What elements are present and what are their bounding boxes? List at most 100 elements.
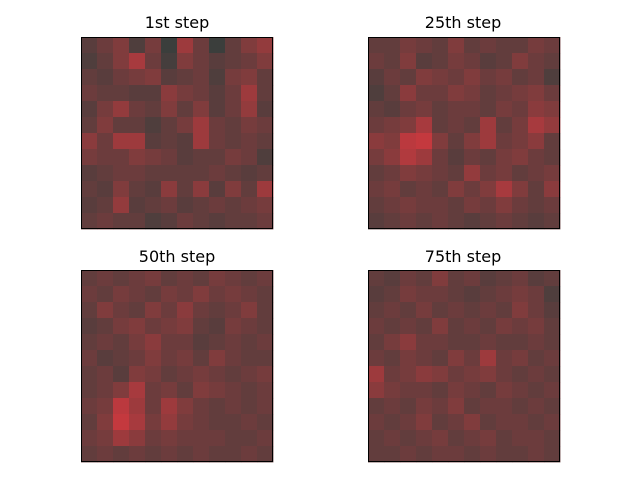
heatmap-cell bbox=[480, 133, 497, 150]
heatmap-cell bbox=[209, 318, 226, 335]
heatmap-cell bbox=[544, 350, 561, 367]
heatmap-cell bbox=[161, 270, 178, 287]
heatmap-cell bbox=[496, 350, 513, 367]
heatmap-cell bbox=[81, 270, 98, 287]
heatmap-cell bbox=[464, 446, 481, 463]
heatmap-cell bbox=[496, 165, 513, 182]
heatmap-cell bbox=[225, 101, 242, 118]
heatmap-cell bbox=[161, 69, 178, 86]
heatmap-cell bbox=[368, 334, 385, 351]
heatmap-cell bbox=[448, 302, 465, 319]
heatmap-cell bbox=[113, 85, 130, 102]
heatmap-cell bbox=[512, 37, 529, 54]
heatmap-cell bbox=[225, 165, 242, 182]
heatmap-cell bbox=[416, 430, 433, 447]
heatmap-cell bbox=[113, 165, 130, 182]
heatmap-cell bbox=[81, 133, 98, 150]
heatmap-cell bbox=[400, 318, 417, 335]
heatmap-cell bbox=[416, 302, 433, 319]
heatmap-cell bbox=[97, 366, 114, 383]
heatmap-cell bbox=[448, 181, 465, 198]
heatmap-cell bbox=[384, 85, 401, 102]
heatmap-cell bbox=[161, 366, 178, 383]
heatmap-cell bbox=[129, 149, 146, 166]
heatmap-cell bbox=[480, 318, 497, 335]
heatmap-cell bbox=[368, 446, 385, 463]
heatmap-cell bbox=[528, 302, 545, 319]
heatmap-cell bbox=[416, 382, 433, 399]
heatmap-cell bbox=[432, 446, 449, 463]
heatmap-cell bbox=[209, 334, 226, 351]
heatmap-cell bbox=[544, 181, 561, 198]
heatmap-cell bbox=[209, 133, 226, 150]
heatmap-cell bbox=[193, 286, 210, 303]
heatmap-cell bbox=[177, 318, 194, 335]
heatmap-cell bbox=[384, 133, 401, 150]
heatmap-cell bbox=[257, 69, 274, 86]
heatmap-cell bbox=[512, 197, 529, 214]
heatmap-cell bbox=[257, 181, 274, 198]
heatmap-cell bbox=[241, 430, 258, 447]
heatmap-cell bbox=[209, 430, 226, 447]
heatmap-cell bbox=[544, 37, 561, 54]
heatmap-cell bbox=[81, 101, 98, 118]
heatmap-cell bbox=[384, 318, 401, 335]
heatmap-cell bbox=[464, 149, 481, 166]
heatmap-cell bbox=[145, 446, 162, 463]
heatmap-cell bbox=[209, 181, 226, 198]
heatmap-cell bbox=[480, 101, 497, 118]
heatmap-cell bbox=[480, 165, 497, 182]
heatmap-cell bbox=[480, 446, 497, 463]
heatmap-cell bbox=[161, 318, 178, 335]
heatmap-cell bbox=[81, 165, 98, 182]
heatmap-cell bbox=[97, 213, 114, 230]
heatmap-cell bbox=[528, 350, 545, 367]
heatmap-cell bbox=[400, 430, 417, 447]
heatmap-cell bbox=[384, 37, 401, 54]
heatmap-cell bbox=[225, 318, 242, 335]
heatmap-cells bbox=[368, 270, 561, 463]
heatmap-cell bbox=[512, 302, 529, 319]
heatmap-cell bbox=[161, 286, 178, 303]
heatmap-cell bbox=[97, 69, 114, 86]
heatmap-cell bbox=[400, 213, 417, 230]
heatmap-cell bbox=[480, 69, 497, 86]
heatmap-cell bbox=[416, 270, 433, 287]
heatmap-cell bbox=[368, 318, 385, 335]
heatmap-cell bbox=[480, 366, 497, 383]
heatmap-cell bbox=[145, 302, 162, 319]
heatmap-cell bbox=[241, 446, 258, 463]
heatmap-cell bbox=[400, 446, 417, 463]
heatmap-cell bbox=[496, 53, 513, 70]
heatmap-cell bbox=[448, 85, 465, 102]
heatmap-cell bbox=[544, 165, 561, 182]
heatmap-cell bbox=[448, 382, 465, 399]
heatmap-cell bbox=[81, 37, 98, 54]
heatmap-cell bbox=[129, 37, 146, 54]
heatmap-cell bbox=[161, 117, 178, 134]
heatmap-cell bbox=[129, 446, 146, 463]
heatmap-cell bbox=[528, 213, 545, 230]
heatmap-cell bbox=[209, 286, 226, 303]
heatmap-cell bbox=[432, 213, 449, 230]
heatmap-cell bbox=[432, 382, 449, 399]
heatmap-cell bbox=[512, 414, 529, 431]
heatmap-cell bbox=[544, 270, 561, 287]
heatmap-cell bbox=[177, 414, 194, 431]
heatmap-cell bbox=[193, 197, 210, 214]
heatmap-cell bbox=[448, 69, 465, 86]
heatmap-cell bbox=[416, 446, 433, 463]
heatmap-cell bbox=[113, 37, 130, 54]
heatmap-cell bbox=[416, 69, 433, 86]
heatmap-cell bbox=[193, 165, 210, 182]
heatmap-cell bbox=[257, 446, 274, 463]
heatmap-cell bbox=[97, 270, 114, 287]
heatmap-cell bbox=[496, 430, 513, 447]
heatmap-cell bbox=[528, 382, 545, 399]
heatmap-cell bbox=[97, 133, 114, 150]
heatmap-cell bbox=[544, 366, 561, 383]
heatmap-cell bbox=[464, 382, 481, 399]
heatmap-cell bbox=[368, 37, 385, 54]
heatmap-cell bbox=[225, 446, 242, 463]
heatmap-cell bbox=[448, 133, 465, 150]
